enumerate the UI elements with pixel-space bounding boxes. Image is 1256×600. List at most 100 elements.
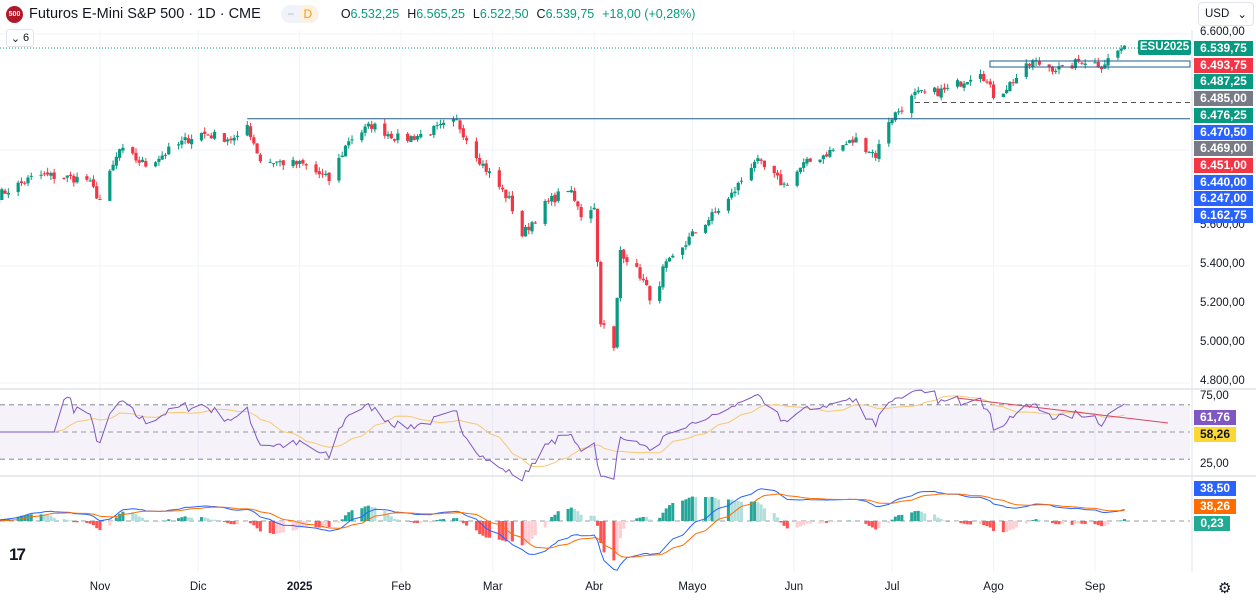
- macd-histogram-bar: [281, 521, 285, 533]
- macd-histogram-bar: [1070, 521, 1074, 525]
- candle: [717, 208, 721, 215]
- candle: [795, 169, 799, 188]
- candle: [324, 170, 328, 177]
- candle: [615, 297, 619, 349]
- macd-histogram-bar: [507, 521, 511, 541]
- delayed-badge[interactable]: D: [298, 5, 317, 23]
- macd-histogram-bar: [798, 521, 802, 527]
- macd-histogram-bar: [661, 512, 665, 521]
- macd-histogram-bar: [772, 513, 776, 521]
- candle: [831, 148, 835, 153]
- candle: [694, 232, 698, 234]
- candle: [612, 325, 616, 352]
- settings-icon[interactable]: ⚙: [1218, 580, 1232, 597]
- macd-histogram-bar: [625, 521, 629, 523]
- macd-histogram-bar: [199, 517, 203, 521]
- price-tag: 6.470,50: [1194, 124, 1253, 140]
- candle: [779, 169, 783, 186]
- candle: [775, 169, 780, 180]
- indicators-collapse-button[interactable]: ⌄ 6: [6, 29, 34, 47]
- candle: [680, 247, 685, 260]
- macd-histogram-bar: [504, 521, 508, 542]
- candle: [1057, 62, 1061, 75]
- candle: [710, 208, 714, 225]
- macd-histogram-bar: [602, 521, 606, 553]
- candle: [114, 152, 118, 170]
- minus-icon[interactable]: −: [287, 7, 295, 21]
- macd-histogram-bar: [337, 521, 341, 523]
- macd-histogram-bar: [618, 521, 622, 539]
- candle: [520, 209, 524, 238]
- tradingview-logo[interactable]: 17: [9, 545, 26, 564]
- macd-histogram-bar: [550, 516, 554, 521]
- candle: [641, 273, 645, 283]
- price-axis-tick: 5.400,00: [1200, 258, 1245, 270]
- symbol-title[interactable]: Futuros E-Mini S&P 500 · 1D · CME: [29, 6, 261, 22]
- macd-histogram-bar: [42, 514, 46, 521]
- macd-histogram-bar: [916, 510, 920, 521]
- macd-histogram-bar: [818, 521, 822, 524]
- macd-histogram-bar: [978, 521, 982, 524]
- macd-histogram-bar: [1093, 521, 1097, 525]
- candle: [939, 84, 943, 101]
- price-axis-tick: 4.800,00: [1200, 375, 1245, 387]
- macd-histogram-bar: [776, 517, 780, 521]
- candle: [39, 170, 43, 180]
- price-tag: 6.469,00: [1194, 141, 1253, 157]
- currency-select[interactable]: USD ⌄: [1198, 2, 1254, 26]
- macd-histogram-bar: [298, 521, 302, 529]
- trend-line[interactable]: [956, 397, 1169, 424]
- macd-histogram-bar: [671, 503, 675, 521]
- macd-histogram-bar: [435, 520, 439, 521]
- macd-histogram-bar: [232, 521, 236, 525]
- candle: [933, 86, 937, 95]
- macd-histogram-bar: [386, 513, 390, 521]
- candle: [180, 136, 184, 149]
- candle: [373, 122, 377, 133]
- macd-histogram-bar: [373, 507, 377, 521]
- candle: [887, 117, 891, 147]
- macd-histogram-bar: [874, 521, 878, 530]
- macd-histogram-bar: [759, 504, 763, 521]
- candle: [946, 83, 950, 91]
- candle: [753, 159, 757, 172]
- candle: [579, 203, 583, 221]
- macd-histogram-bar: [52, 517, 56, 521]
- candle: [543, 199, 547, 227]
- macd-histogram-bar: [206, 518, 210, 521]
- macd-histogram-bar: [317, 521, 321, 528]
- candle: [782, 181, 786, 188]
- candle: [154, 161, 158, 168]
- macd-histogram-bar: [596, 521, 599, 526]
- macd-histogram-bar: [137, 516, 141, 521]
- candle: [438, 119, 442, 129]
- candle: [1005, 85, 1009, 95]
- macd-histogram-bar: [393, 518, 397, 521]
- macd-histogram-bar: [1096, 521, 1100, 526]
- macd-histogram-bar: [939, 518, 943, 521]
- low-label: L: [472, 7, 480, 21]
- macd-histogram-bar: [1103, 521, 1107, 526]
- interval-pill[interactable]: − D: [280, 5, 319, 23]
- macd-histogram-bar: [1024, 521, 1028, 524]
- range-box[interactable]: [989, 60, 1191, 68]
- ohlc-values: O6.532,25 H6.565,25 L6.522,50 C6.539,75 …: [341, 7, 696, 21]
- macd-histogram-bar: [579, 514, 583, 521]
- symbol-price-tag: ESU2025: [1138, 40, 1191, 55]
- close-label: C: [536, 7, 546, 21]
- macd-histogram-bar: [1100, 521, 1104, 527]
- macd-histogram-bar: [1014, 521, 1018, 528]
- candle: [726, 196, 731, 214]
- macd-histogram-bar: [756, 502, 760, 521]
- macd-histogram-bar: [16, 516, 20, 521]
- candle: [644, 276, 649, 286]
- macd-histogram-bar: [782, 521, 786, 526]
- macd-histogram-bar: [707, 497, 711, 521]
- macd-histogram-bar: [805, 521, 809, 524]
- candle: [808, 157, 812, 163]
- macd-histogram-bar: [458, 520, 462, 521]
- macd-histogram-bar: [1031, 519, 1035, 521]
- candle: [203, 127, 207, 139]
- macd-histogram-bar: [134, 514, 138, 521]
